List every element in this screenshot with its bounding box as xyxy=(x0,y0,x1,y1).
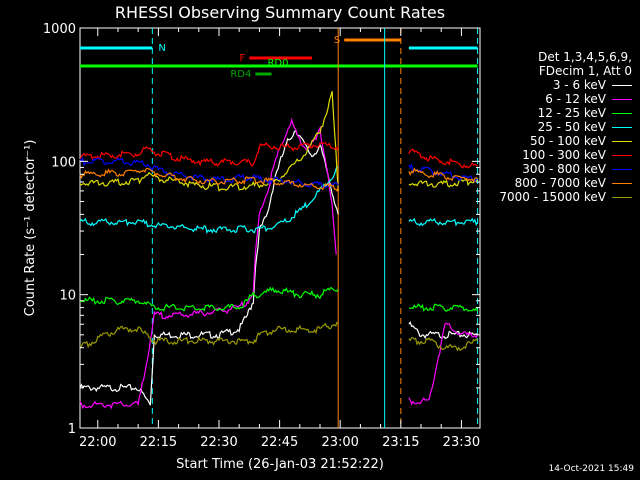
series-line xyxy=(408,178,478,188)
series-line xyxy=(79,141,339,167)
x-tick-label: 22:30 xyxy=(200,435,237,450)
legend-entry: 7000 - 15000 keV xyxy=(499,190,632,204)
chart-title: RHESSI Observing Summary Count Rates xyxy=(115,3,445,22)
legend-swatch xyxy=(612,99,632,100)
legend-swatch xyxy=(612,155,632,156)
plot-frame xyxy=(79,27,481,429)
legend-swatch xyxy=(612,127,632,128)
legend-swatch xyxy=(612,141,632,142)
series-line xyxy=(79,117,337,410)
series-line xyxy=(408,148,478,169)
y-tick-label: 10 xyxy=(59,289,76,304)
legend-entry: 800 - 7000 keV xyxy=(515,176,632,190)
legend-entry-label: 25 - 50 keV xyxy=(537,120,606,134)
flag-label-f: F xyxy=(240,53,246,64)
flag-label-n: N xyxy=(158,43,165,54)
legend-entry-label: 50 - 100 keV xyxy=(529,134,606,148)
x-tick-label: 22:15 xyxy=(140,435,177,450)
legend-entry: 3 - 6 keV xyxy=(553,78,632,92)
x-tick-label: 23:15 xyxy=(382,435,419,450)
x-tick-label: 22:45 xyxy=(261,435,298,450)
legend-entry: 300 - 800 keV xyxy=(522,162,632,176)
legend-entry-label: 7000 - 15000 keV xyxy=(499,190,606,204)
legend-entry: 6 - 12 keV xyxy=(545,92,632,106)
series-line xyxy=(79,321,339,349)
legend-swatch xyxy=(612,169,632,170)
flag-label-s: S xyxy=(334,35,340,46)
legend-entry: 50 - 100 keV xyxy=(530,134,632,148)
flag-label-rd4: RD4 xyxy=(230,69,251,80)
x-tick-label: 23:30 xyxy=(443,435,480,450)
legend-swatch xyxy=(612,183,632,184)
legend-entry: 100 - 300 keV xyxy=(522,148,632,162)
series-line xyxy=(79,165,339,235)
legend-entry-label: 100 - 300 keV xyxy=(522,148,606,162)
series-line xyxy=(79,91,339,192)
series-line xyxy=(79,129,339,406)
legend-entry-label: 300 - 800 keV xyxy=(522,162,606,176)
series-line xyxy=(408,217,479,227)
legend-entry-label: 3 - 6 keV xyxy=(552,78,606,92)
x-tick-label: 23:00 xyxy=(321,435,358,450)
y-axis-label: Count Rate (s⁻¹ detector⁻¹) xyxy=(23,140,38,317)
legend-swatch xyxy=(612,197,632,198)
legend-header: FDecim 1, Att 0 xyxy=(538,64,632,78)
series-line xyxy=(79,286,339,312)
series-line xyxy=(79,167,339,192)
legend-swatch xyxy=(612,113,632,114)
y-tick-label: 1 xyxy=(68,422,76,437)
x-tick-label: 22:00 xyxy=(79,435,116,450)
legend-entry: 25 - 50 keV xyxy=(538,120,632,134)
legend-header: Det 1,3,4,5,6,9, xyxy=(538,50,632,64)
series-line xyxy=(408,303,479,312)
series-line xyxy=(408,322,479,406)
x-axis-label: Start Time (26-Jan-03 21:52:22) xyxy=(176,457,384,472)
legend-swatch xyxy=(612,85,632,86)
footer-timestamp: 14-Oct-2021 15:49 xyxy=(548,464,634,474)
series-line xyxy=(408,337,479,352)
legend-entry-label: 6 - 12 keV xyxy=(545,92,606,106)
legend-entry-label: 12 - 25 keV xyxy=(537,106,606,120)
flag-label-rd0: RD0 xyxy=(267,58,288,69)
series-line xyxy=(408,167,478,183)
y-tick-label: 1000 xyxy=(43,22,76,37)
y-tick-label: 100 xyxy=(51,155,76,170)
legend-entry-label: 800 - 7000 keV xyxy=(514,176,606,190)
series-line xyxy=(408,320,478,340)
legend-entry: 12 - 25 keV xyxy=(538,106,632,120)
